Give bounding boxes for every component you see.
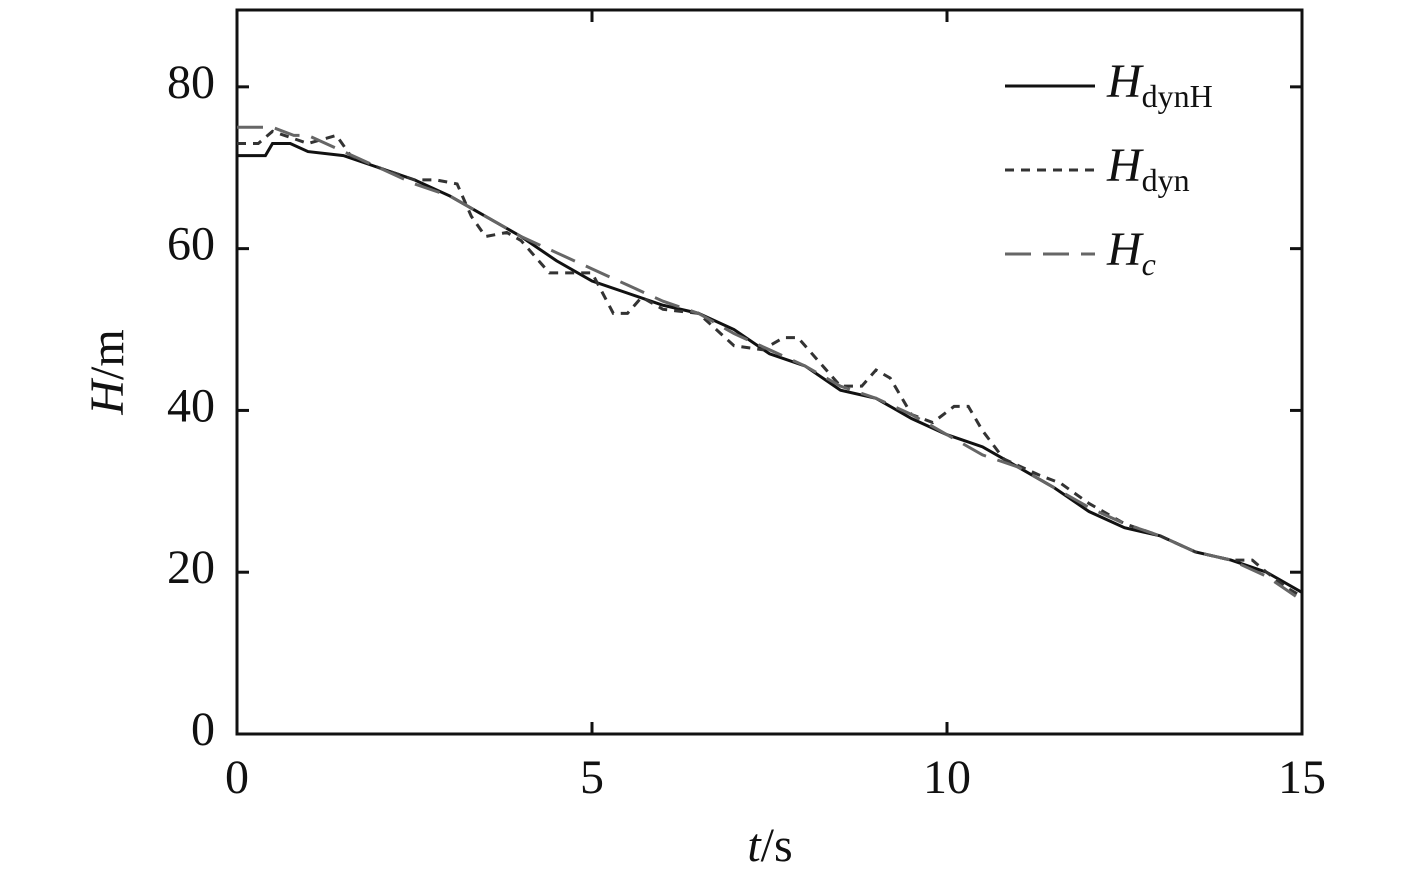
y-tick-label: 0 [191, 703, 215, 756]
y-tick-label: 40 [167, 379, 215, 432]
x-axis-label: t/s [747, 819, 792, 872]
legend-label: Hc [1106, 223, 1156, 282]
data-line [237, 141, 1303, 594]
plot-frame [235, 8, 1304, 736]
x-tick-label: 10 [923, 751, 971, 804]
y-axis-label: H/m [81, 329, 134, 415]
data-line [237, 129, 1303, 598]
legend-label: HdynH [1106, 55, 1213, 114]
data-line [237, 125, 1303, 602]
legend-label: Hdyn [1106, 139, 1190, 198]
x-tick-label: 5 [580, 751, 604, 804]
x-tick-label: 0 [225, 751, 249, 804]
y-tick-label: 20 [167, 541, 215, 594]
y-tick-label: 80 [167, 56, 215, 109]
x-tick-label: 15 [1278, 751, 1326, 804]
y-tick-label: 60 [167, 218, 215, 271]
